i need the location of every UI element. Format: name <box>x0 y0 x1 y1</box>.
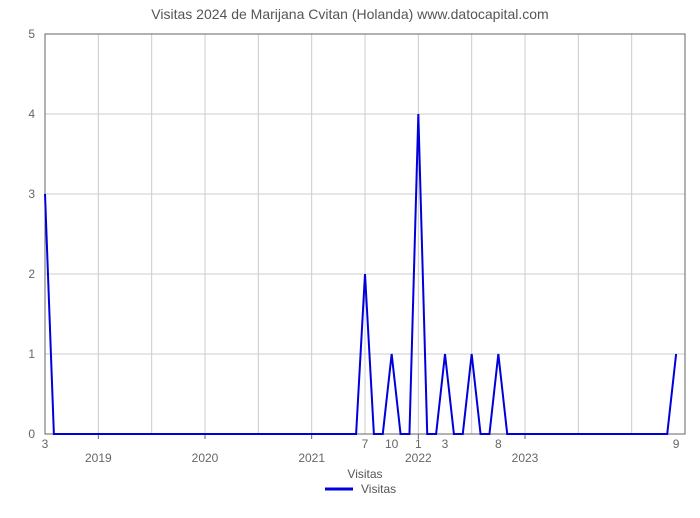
xtick-extra-label: 9 <box>673 437 680 451</box>
xtick-year-label: 2021 <box>298 451 325 465</box>
chart-svg: 0123452019202020212022202337101389Visita… <box>0 24 700 494</box>
ytick-label: 3 <box>28 187 35 201</box>
legend-label: Visitas <box>361 482 396 494</box>
ytick-label: 4 <box>28 107 35 121</box>
chart-bg <box>0 24 700 494</box>
xtick-year-label: 2022 <box>405 451 432 465</box>
xtick-extra-label: 8 <box>495 437 502 451</box>
xtick-year-label: 2023 <box>512 451 539 465</box>
xtick-extra-label: 3 <box>442 437 449 451</box>
xtick-extra-label: 10 <box>385 437 399 451</box>
chart-title: Visitas 2024 de Marijana Cvitan (Holanda… <box>0 0 700 24</box>
xtick-extra-label: 3 <box>42 437 49 451</box>
ytick-label: 1 <box>28 347 35 361</box>
xtick-extra-label: 1 <box>415 437 422 451</box>
ytick-label: 2 <box>28 267 35 281</box>
xtick-year-label: 2019 <box>85 451 112 465</box>
xaxis-title: Visitas <box>347 467 382 481</box>
xtick-extra-label: 7 <box>362 437 369 451</box>
ytick-label: 0 <box>28 427 35 441</box>
ytick-label: 5 <box>28 27 35 41</box>
xtick-year-label: 2020 <box>192 451 219 465</box>
chart-container: 0123452019202020212022202337101389Visita… <box>0 24 700 518</box>
